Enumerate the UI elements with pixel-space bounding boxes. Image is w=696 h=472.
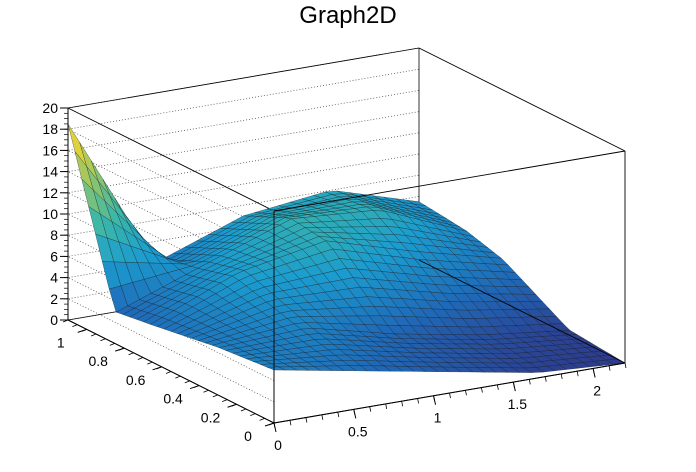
y-minor-tick bbox=[128, 352, 134, 356]
x-minor-tick bbox=[305, 417, 308, 423]
y-minor-tick bbox=[193, 385, 200, 388]
x-minor-tick bbox=[417, 398, 419, 404]
y-tick-label: 1 bbox=[57, 334, 65, 350]
z-tick-label: 20 bbox=[42, 100, 58, 116]
y-tick-label: 0.4 bbox=[163, 391, 183, 407]
surface bbox=[67, 123, 626, 373]
y-minor-tick bbox=[240, 408, 247, 412]
y-minor-tick bbox=[184, 380, 190, 384]
x-minor-tick bbox=[512, 382, 515, 388]
y-minor-tick bbox=[259, 417, 265, 421]
grid-line bbox=[66, 47, 420, 212]
x-minor-tick bbox=[496, 384, 499, 390]
chart-title: Graph2D bbox=[299, 2, 397, 29]
x-tick-label: 1.5 bbox=[508, 396, 528, 412]
y-minor-tick bbox=[119, 347, 125, 351]
y-tick-label: 0 bbox=[244, 428, 252, 444]
x-minor-tick bbox=[576, 371, 579, 377]
x-tick-label: 1 bbox=[434, 410, 442, 426]
z-tick-label: 6 bbox=[50, 248, 58, 264]
y-minor-tick bbox=[268, 422, 275, 426]
x-minor-tick bbox=[449, 392, 451, 399]
y-minor-tick bbox=[222, 399, 228, 402]
x-minor-tick bbox=[544, 376, 547, 382]
x-tick-label: 2 bbox=[593, 382, 601, 398]
z-tick-label: 4 bbox=[50, 270, 58, 286]
x-minor-tick bbox=[337, 412, 340, 418]
z-tick-label: 2 bbox=[50, 291, 58, 307]
z-axis: 0 2 4 6 8 10 12 14 16 18 20 bbox=[42, 100, 69, 328]
y-minor-tick bbox=[156, 366, 162, 370]
y-minor-tick bbox=[100, 338, 106, 342]
box-edge bbox=[67, 47, 420, 109]
x-tick-label: 0.5 bbox=[348, 423, 368, 439]
x-axis: 0 0.5 1 1.5 2 bbox=[273, 362, 627, 453]
x-tick-label: 0 bbox=[274, 437, 282, 453]
x-minor-tick bbox=[401, 401, 404, 407]
y-minor-tick bbox=[81, 328, 87, 332]
y-minor-tick bbox=[175, 375, 181, 379]
y-tick-label: 0.2 bbox=[201, 409, 221, 425]
y-tick-label: 0.6 bbox=[126, 372, 146, 388]
box-edge bbox=[273, 150, 626, 212]
x-minor-tick bbox=[465, 390, 467, 396]
y-tick-label: 0.8 bbox=[88, 353, 108, 369]
x-minor-tick bbox=[560, 373, 563, 379]
x-minor-tick bbox=[481, 387, 483, 393]
y-minor-tick bbox=[109, 343, 115, 346]
x-minor-tick bbox=[321, 414, 324, 420]
y-axis: 0 0.2 0.4 0.6 0.8 1 bbox=[57, 319, 275, 444]
x-minor-tick bbox=[624, 362, 627, 369]
x-minor-tick bbox=[528, 379, 531, 385]
box-edge bbox=[418, 47, 626, 152]
z-tick-label: 16 bbox=[42, 142, 58, 158]
z-tick-label: 8 bbox=[50, 227, 58, 243]
z-tick-label: 10 bbox=[42, 206, 58, 222]
z-tick-label: 0 bbox=[50, 312, 58, 328]
box-edge bbox=[67, 107, 275, 212]
box-edge bbox=[418, 259, 626, 364]
y-minor-tick bbox=[165, 371, 172, 374]
y-minor-tick bbox=[90, 333, 97, 337]
y-minor-tick bbox=[231, 403, 237, 407]
y-minor-tick bbox=[203, 389, 209, 393]
x-minor-tick bbox=[273, 422, 276, 429]
y-minor-tick bbox=[147, 361, 153, 365]
y-minor-tick bbox=[137, 357, 144, 360]
x-minor-tick bbox=[433, 395, 435, 401]
x-minor-tick bbox=[592, 368, 595, 374]
x-minor-tick bbox=[385, 403, 388, 409]
z-tick-label: 12 bbox=[42, 185, 58, 201]
x-minor-tick bbox=[369, 406, 372, 412]
y-minor-tick bbox=[72, 324, 78, 328]
y-minor-tick bbox=[250, 413, 256, 417]
x-minor-tick bbox=[353, 409, 356, 415]
x-minor-tick bbox=[608, 365, 611, 371]
z-tick-label: 14 bbox=[42, 164, 58, 180]
x-minor-tick bbox=[289, 420, 292, 426]
y-minor-tick bbox=[212, 394, 218, 398]
z-tick-label: 18 bbox=[42, 121, 58, 137]
